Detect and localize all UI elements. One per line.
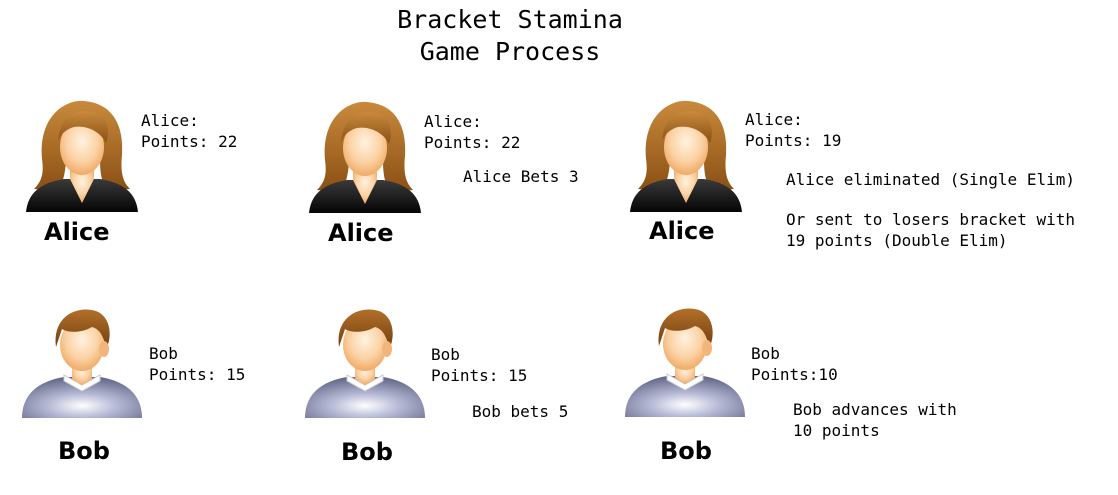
alice-name-label-stage1: Alice	[44, 218, 110, 246]
alice-bet-text: Alice Bets 3	[463, 167, 579, 186]
bob-stage1-points: Points: 15	[149, 365, 246, 384]
female-user-icon	[624, 97, 748, 212]
bob-stage2-label: Bob	[431, 345, 460, 364]
bob-stage3-label: Bob	[751, 344, 780, 363]
bob-name-label-stage2: Bob	[341, 438, 393, 466]
bob-bet-text: Bob bets 5	[472, 402, 569, 421]
alice-stage3-label: Alice:	[745, 110, 803, 129]
alice-stage1-points: Points: 22	[141, 132, 238, 151]
alice-result-double-elim-line1: Or sent to losers bracket with	[786, 210, 1075, 229]
bob-name-label-stage3: Bob	[660, 437, 712, 465]
male-user-icon	[623, 302, 747, 417]
alice-name-label-stage2: Alice	[328, 219, 394, 247]
bob-stage1-label: Bob	[149, 344, 178, 363]
bob-result-line1: Bob advances with	[793, 400, 957, 419]
female-user-icon	[20, 97, 144, 212]
alice-stage2-label: Alice:	[424, 112, 482, 131]
male-user-icon	[303, 303, 427, 418]
alice-name-label-stage3: Alice	[649, 217, 715, 245]
bob-name-label-stage1: Bob	[58, 437, 110, 465]
bob-result-line2: 10 points	[793, 421, 880, 440]
bob-stage2-points: Points: 15	[431, 366, 528, 385]
male-user-icon	[20, 303, 144, 418]
alice-result-single-elim: Alice eliminated (Single Elim)	[786, 170, 1075, 189]
bob-stage3-points: Points:10	[751, 365, 838, 384]
alice-stage3-points: Points: 19	[745, 131, 842, 150]
diagram-subtitle: Game Process	[419, 37, 601, 66]
alice-result-double-elim-line2: 19 points (Double Elim)	[786, 231, 1008, 250]
female-user-icon	[303, 98, 427, 213]
diagram-title: Bracket Stamina	[397, 5, 623, 34]
alice-stage1-label: Alice:	[141, 111, 199, 130]
alice-stage2-points: Points: 22	[424, 133, 521, 152]
